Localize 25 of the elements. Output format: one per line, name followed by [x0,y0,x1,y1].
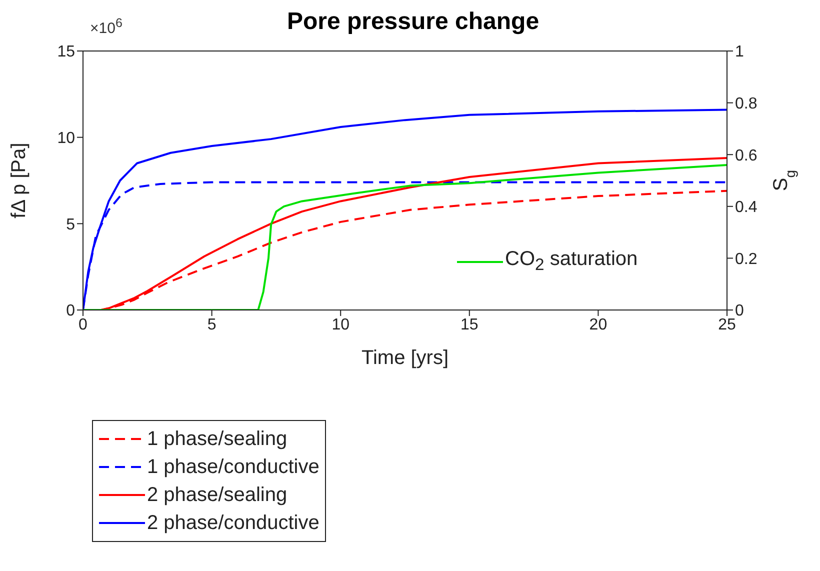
x-tick-label: 10 [332,316,350,334]
y2-tick-label: 0.6 [735,147,758,164]
y-tick-label: 15 [57,44,76,61]
chart-title: Pore pressure change [286,8,540,35]
y2-tick-label: 0.2 [735,250,758,268]
legend-label: CO$_{2}$ saturation [505,248,638,275]
x-tick-label: 15 [460,316,478,334]
legend-label: 1 phase/sealing [147,427,288,452]
y-axis-title: fΔ p [Pa] [8,142,30,218]
y2-tick-label: 0 [735,302,744,320]
legend-label: 2 phase/sealing [147,483,288,508]
y2-tick-label: 1 [735,44,744,61]
x-tick-label: 5 [207,316,216,334]
y-tick-label: 0 [66,302,76,320]
text: ×10$^{6}$ [90,16,122,37]
x-axis-title: Time [yrs] [361,347,449,369]
legend-label: 2 phase/conductive [147,511,320,536]
x-tick-label: 20 [589,316,608,334]
y-tick-label: 5 [66,216,76,234]
y2-tick-label: 0.4 [735,199,758,216]
y-tick-label: 10 [57,130,76,148]
x-tick-label: 25 [718,316,736,334]
legend-label: 1 phase/conductive [147,455,320,480]
x-tick-label: 0 [78,316,88,334]
y2-tick-label: 0.8 [735,95,758,112]
